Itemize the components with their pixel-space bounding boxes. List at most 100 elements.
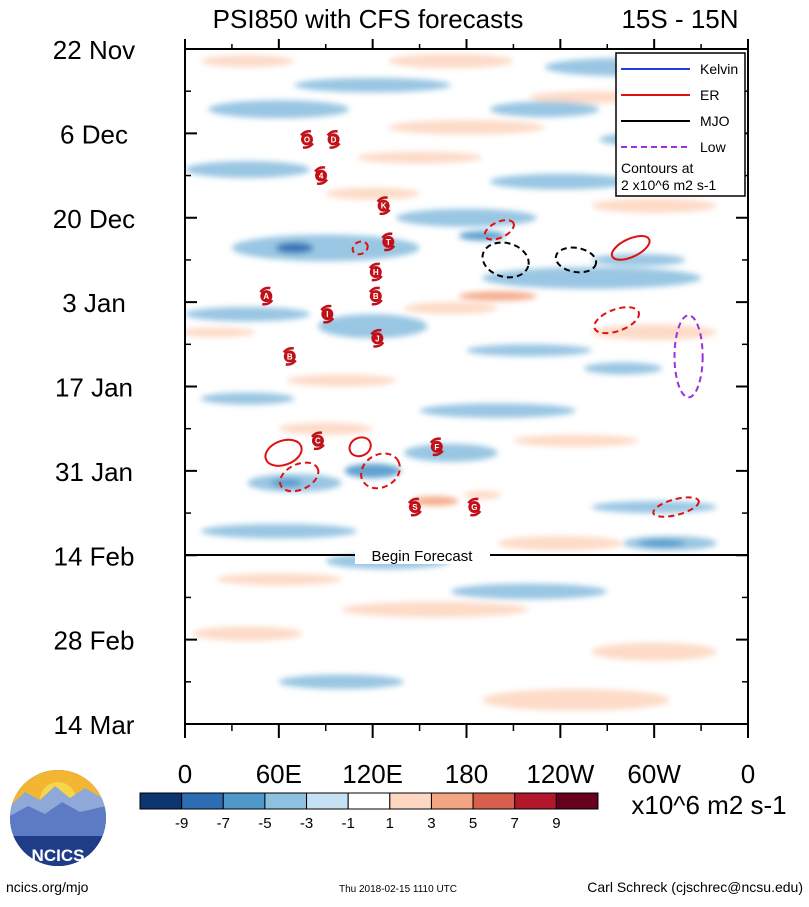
anomaly-patch-47 xyxy=(341,601,530,618)
storm-marker-3: K xyxy=(376,196,391,216)
colorbar-tick-7: 5 xyxy=(469,815,477,832)
colorbar-units: x10^6 m2 s-1 xyxy=(631,790,786,820)
anomaly-patch-37 xyxy=(411,496,459,506)
anomaly-patch-43 xyxy=(638,539,686,547)
storm-label-3: K xyxy=(381,202,387,211)
contour-er-0 xyxy=(351,240,369,256)
anomaly-patch-31 xyxy=(278,422,373,435)
colorbar-swatch-4 xyxy=(306,792,349,810)
y-tick-label-8: 14 Mar xyxy=(54,710,135,740)
colorbar-tick-0: -9 xyxy=(175,815,188,832)
storm-marker-0: O xyxy=(300,129,314,149)
anomaly-patch-46 xyxy=(450,583,608,600)
anomaly-patch-13 xyxy=(591,198,717,213)
colorbar-tick-3: -3 xyxy=(300,815,313,832)
anomaly-patch-26 xyxy=(466,344,592,357)
anomaly-patch-38 xyxy=(463,490,501,500)
contour-er-5 xyxy=(348,436,372,458)
storm-label-0: O xyxy=(304,135,310,144)
anomaly-patch-45 xyxy=(216,573,342,586)
storm-label-10: B xyxy=(287,352,293,361)
contour-er-8 xyxy=(652,496,700,518)
colorbar-tick-6: 3 xyxy=(427,815,435,832)
anomaly-patch-49 xyxy=(591,642,717,661)
contour-er-4 xyxy=(264,438,303,467)
colorbar-swatch-9 xyxy=(514,792,557,810)
anomaly-patch-5 xyxy=(489,101,600,118)
contour-note-2: 2 x10^6 m2 s-1 xyxy=(621,177,716,193)
colorbar-swatch-6 xyxy=(389,792,432,810)
contour-mjo-10 xyxy=(554,246,598,274)
legend-label-kelvin: Kelvin xyxy=(700,61,738,77)
anomaly-patch-48 xyxy=(192,626,303,641)
forecast-label-bg xyxy=(355,546,490,564)
storm-marker-13: S xyxy=(407,497,422,517)
storm-label-4: T xyxy=(386,238,391,247)
storm-marker-7: A xyxy=(259,286,274,306)
storm-label-7: A xyxy=(263,292,269,301)
anomaly-patch-19 xyxy=(591,253,686,266)
contour-er-1 xyxy=(483,219,515,241)
anomaly-patch-51 xyxy=(278,674,404,690)
anomaly-patch-35 xyxy=(271,478,303,488)
anomaly-patch-0 xyxy=(200,55,295,68)
anomaly-patch-7 xyxy=(388,120,545,135)
storm-marker-12: F xyxy=(429,437,444,457)
storm-label-8: I xyxy=(326,310,328,319)
y-tick-label-6: 14 Feb xyxy=(54,541,135,571)
storm-marker-11: C xyxy=(310,431,325,451)
colorbar-tick-1: -7 xyxy=(217,815,230,832)
y-tick-label-5: 31 Jan xyxy=(55,457,133,487)
colorbar-tick-2: -5 xyxy=(258,815,271,832)
contour-er-3 xyxy=(593,306,640,335)
anomaly-patch-50 xyxy=(482,689,670,711)
storm-marker-6: B xyxy=(368,286,383,306)
storm-label-2: 4 xyxy=(319,172,324,181)
contour-er-6 xyxy=(278,461,320,493)
x-tick-label-6: 0 xyxy=(741,759,755,789)
y-tick-label-0: 22 Nov xyxy=(53,35,135,65)
legend-label-er: ER xyxy=(700,87,719,103)
credit: Carl Schreck (cjschrec@ncsu.edu) xyxy=(587,879,803,895)
colorbar-tick-9: 9 xyxy=(552,815,560,832)
y-tick-label-7: 28 Feb xyxy=(54,626,135,656)
storm-label-9: J xyxy=(375,334,379,343)
contour-er-7 xyxy=(360,452,401,490)
anomaly-patch-1 xyxy=(388,53,514,69)
anomaly-patch-15 xyxy=(231,234,420,262)
region-label: 15S - 15N xyxy=(621,4,738,34)
x-tick-label-4: 120W xyxy=(526,759,594,789)
x-tick-label-3: 180 xyxy=(445,759,488,789)
colorbar-swatch-7 xyxy=(430,792,474,810)
anomaly-patch-6 xyxy=(208,100,350,119)
anomaly-patch-30 xyxy=(419,403,576,418)
logo-text: NCICS xyxy=(32,846,85,865)
anomaly-patch-24 xyxy=(185,327,256,338)
storm-marker-14: G xyxy=(467,497,482,517)
legend-label-mjo: MJO xyxy=(700,113,730,129)
anomaly-patch-29 xyxy=(200,392,295,405)
storm-marker-8: I xyxy=(320,304,335,324)
storm-marker-5: H xyxy=(368,262,383,282)
contour-er-2 xyxy=(610,235,651,261)
axes: 22 Nov 6 Dec 20 Dec 3 Jan 17 Jan 31 Jan 14 Feb… xyxy=(53,35,755,789)
anomaly-patch-40 xyxy=(200,523,358,539)
anomaly-patch-17 xyxy=(458,231,506,241)
anomaly-patch-11 xyxy=(489,173,631,190)
anomaly-patch-9 xyxy=(357,151,483,164)
anomaly-patch-33 xyxy=(513,434,639,447)
timestamp: Thu 2018-02-15 1110 UTC xyxy=(339,884,457,895)
contour-mjo-9 xyxy=(481,241,530,279)
legend-label-low: Low xyxy=(700,139,727,155)
storm-marker-10: B xyxy=(282,346,297,366)
forecast-label: Begin Forecast xyxy=(372,548,474,565)
colorbar-swatch-2 xyxy=(222,792,266,810)
colorbar-swatch-10 xyxy=(555,792,599,810)
y-tick-label-1: 6 Dec xyxy=(60,119,128,149)
anomaly-patch-23 xyxy=(317,314,428,339)
anomaly-patch-14 xyxy=(396,208,537,227)
storm-label-14: G xyxy=(471,503,477,512)
storm-label-13: S xyxy=(412,503,418,512)
storm-marker-1: D xyxy=(326,129,341,149)
